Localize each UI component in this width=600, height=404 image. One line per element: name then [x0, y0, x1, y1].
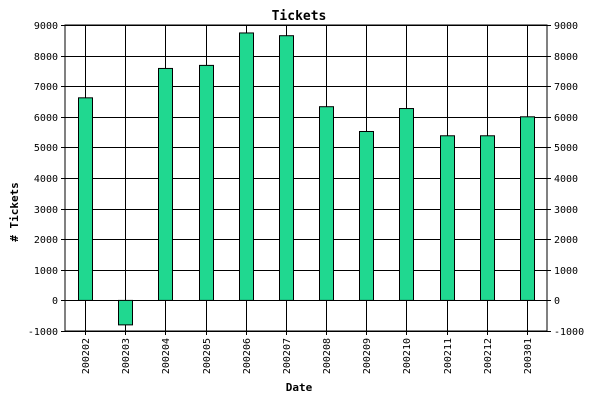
y-tick-label-right: 8000: [554, 52, 578, 63]
y-tick-label-left: 8000: [34, 52, 58, 63]
x-tick-label: 200202: [81, 338, 92, 374]
bar-200212: [480, 135, 495, 301]
bar-200209: [359, 130, 374, 301]
x-tick-label: 200211: [443, 338, 454, 374]
axes: [61, 24, 551, 335]
y-tick-label-left: 1000: [34, 266, 58, 277]
bar-200207: [279, 35, 294, 301]
y-tick-label-left: 9000: [34, 21, 58, 32]
grid-lines: [65, 25, 547, 332]
bar-200208: [319, 106, 334, 301]
x-tick-label: 200205: [202, 338, 213, 374]
y-tick-label-right: 1000: [554, 266, 578, 277]
bar-200211: [440, 135, 455, 301]
x-tick-label: 200204: [161, 338, 172, 374]
y-tick-label-right: 7000: [554, 82, 578, 93]
tick-labels: -1000 -1000 0 0 1000 1000 2000 2000 3000 3000 4000…: [28, 21, 584, 374]
chart-title: Tickets: [272, 9, 327, 24]
bar-200203: [118, 299, 133, 326]
y-tick-label-left: 6000: [34, 113, 58, 124]
y-tick-label-left: 5000: [34, 143, 58, 154]
x-tick-label: 200208: [322, 338, 333, 374]
x-tick-label: 200301: [523, 338, 534, 374]
bar-200206: [239, 32, 254, 301]
y-tick-label-left: 4000: [34, 174, 58, 185]
x-tick-label: 200210: [402, 338, 413, 374]
bar-200205: [199, 64, 214, 301]
y-tick-label-left: -1000: [28, 327, 58, 338]
y-tick-label-left: 3000: [34, 205, 58, 216]
x-tick-label: 200209: [362, 338, 373, 374]
bars: [78, 32, 535, 326]
y-tick-label-left: 0: [52, 296, 58, 307]
y-tick-label-right: 0: [554, 296, 560, 307]
y-tick-label-right: 4000: [554, 174, 578, 185]
x-tick-label: 200207: [282, 338, 293, 374]
bar-200301: [520, 116, 535, 301]
bar-200204: [158, 67, 173, 301]
bar-200202: [78, 97, 93, 301]
x-axis-title: Date: [286, 381, 313, 394]
bar-200210: [399, 108, 414, 301]
y-tick-label-right: 6000: [554, 113, 578, 124]
y-tick-label-left: 7000: [34, 82, 58, 93]
y-tick-label-right: 2000: [554, 235, 578, 246]
y-tick-label-left: 2000: [34, 235, 58, 246]
y-axis-title: # Tickets: [8, 182, 21, 242]
x-tick-label: 200212: [483, 338, 494, 374]
y-tick-label-right: 9000: [554, 21, 578, 32]
y-tick-label-right: 5000: [554, 143, 578, 154]
x-tick-label: 200206: [242, 338, 253, 374]
y-tick-label-right: 3000: [554, 205, 578, 216]
y-tick-label-right: -1000: [554, 327, 584, 338]
x-tick-label: 200203: [121, 338, 132, 374]
